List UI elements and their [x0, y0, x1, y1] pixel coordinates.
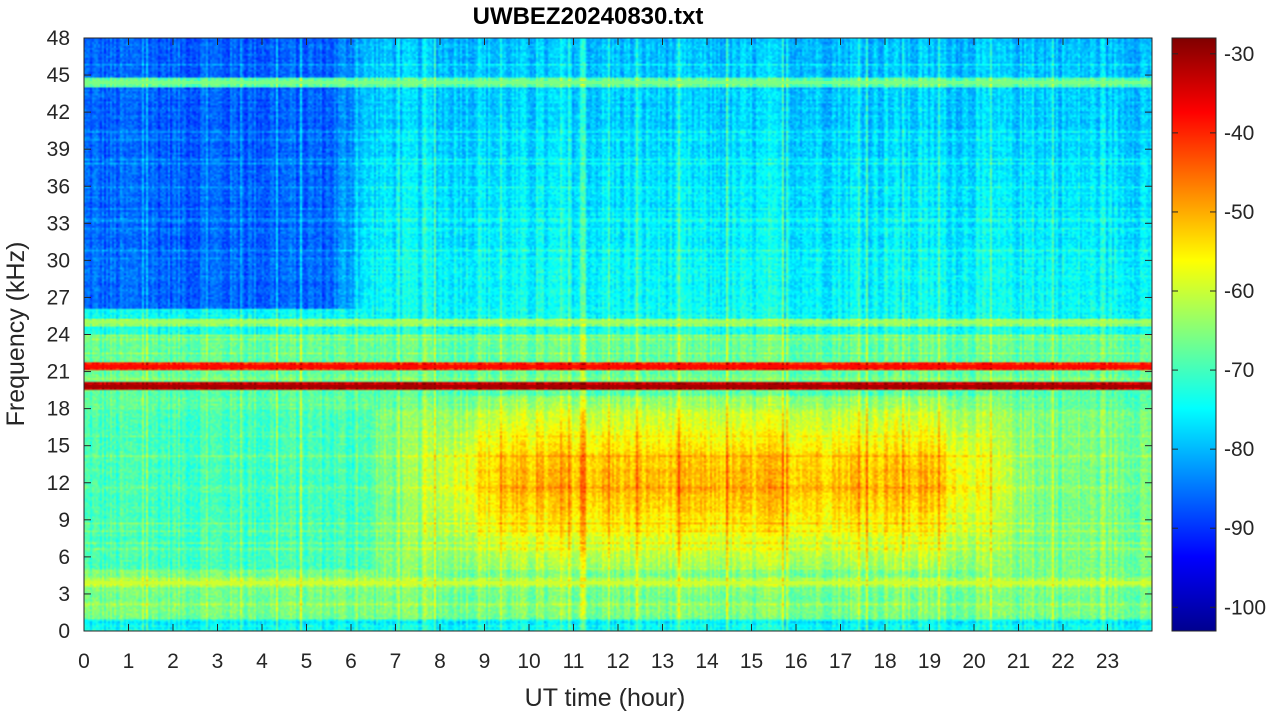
x-tick-label: 12 — [606, 650, 629, 673]
spectrogram-heatmap — [84, 38, 1152, 631]
x-tick-label: 2 — [167, 650, 179, 673]
x-tick-label: 10 — [517, 650, 540, 673]
y-tick-label: 21 — [47, 361, 70, 384]
y-axis-label: Frequency (kHz) — [2, 242, 30, 427]
y-tick-label: 6 — [58, 546, 70, 569]
colorbar-tick-label: -30 — [1224, 43, 1254, 66]
y-tick-label: 12 — [47, 472, 70, 495]
colorbar-tick-label: -70 — [1224, 359, 1254, 382]
x-axis-ticks: 0 1 2 3 4 5 6 7 8 9 10 11 12 13 14 15 16 17 18 19 20 21 22 23 — [78, 38, 1119, 673]
y-tick-label: 24 — [47, 324, 71, 347]
x-tick-label: 21 — [1007, 650, 1030, 673]
x-tick-label: 8 — [434, 650, 446, 673]
colorbar-tick-label: -40 — [1224, 122, 1254, 145]
y-tick-label: 30 — [47, 249, 70, 272]
y-tick-label: 39 — [47, 138, 70, 161]
x-tick-label: 0 — [78, 650, 90, 673]
x-tick-label: 11 — [563, 650, 585, 673]
x-tick-label: 23 — [1096, 650, 1119, 673]
colorbar-tick-label: -60 — [1224, 280, 1254, 303]
x-tick-label: 20 — [962, 650, 985, 673]
chart-title: UWBEZ20240830.txt — [473, 3, 704, 30]
y-tick-label: 33 — [47, 212, 70, 235]
x-tick-label: 15 — [740, 650, 763, 673]
x-tick-label: 7 — [390, 650, 402, 673]
y-tick-label: 42 — [47, 101, 70, 124]
x-tick-label: 6 — [345, 650, 357, 673]
x-tick-label: 14 — [695, 650, 719, 673]
x-tick-label: 13 — [651, 650, 674, 673]
y-tick-label: 3 — [58, 583, 70, 606]
x-axis-label: UT time (hour) — [525, 684, 686, 712]
colorbar-tick-label: -100 — [1224, 596, 1266, 619]
y-tick-label: 18 — [47, 398, 70, 421]
colorbar-tick-label: -80 — [1224, 438, 1254, 461]
x-tick-label: 17 — [829, 650, 852, 673]
x-tick-label: 18 — [873, 650, 896, 673]
colorbar-tick-label: -50 — [1224, 201, 1254, 224]
colorbar — [1171, 37, 1217, 632]
y-tick-label: 0 — [58, 620, 70, 643]
y-tick-label: 36 — [47, 175, 70, 198]
y-tick-label: 27 — [47, 286, 70, 309]
colorbar-ticks: -30 -40 -50 -60 -70 -80 -90 -100 — [1172, 43, 1266, 619]
colorbar-tick-label: -90 — [1224, 517, 1254, 540]
x-tick-label: 9 — [479, 650, 491, 673]
x-tick-label: 1 — [123, 650, 135, 673]
x-tick-label: 5 — [301, 650, 313, 673]
x-tick-label: 4 — [256, 650, 268, 673]
y-tick-label: 48 — [47, 27, 70, 50]
x-tick-label: 16 — [784, 650, 807, 673]
y-tick-label: 45 — [47, 64, 70, 87]
x-tick-label: 19 — [918, 650, 941, 673]
y-tick-label: 9 — [58, 509, 70, 532]
x-tick-label: 22 — [1051, 650, 1074, 673]
x-tick-label: 3 — [212, 650, 224, 673]
y-tick-label: 15 — [47, 435, 70, 458]
